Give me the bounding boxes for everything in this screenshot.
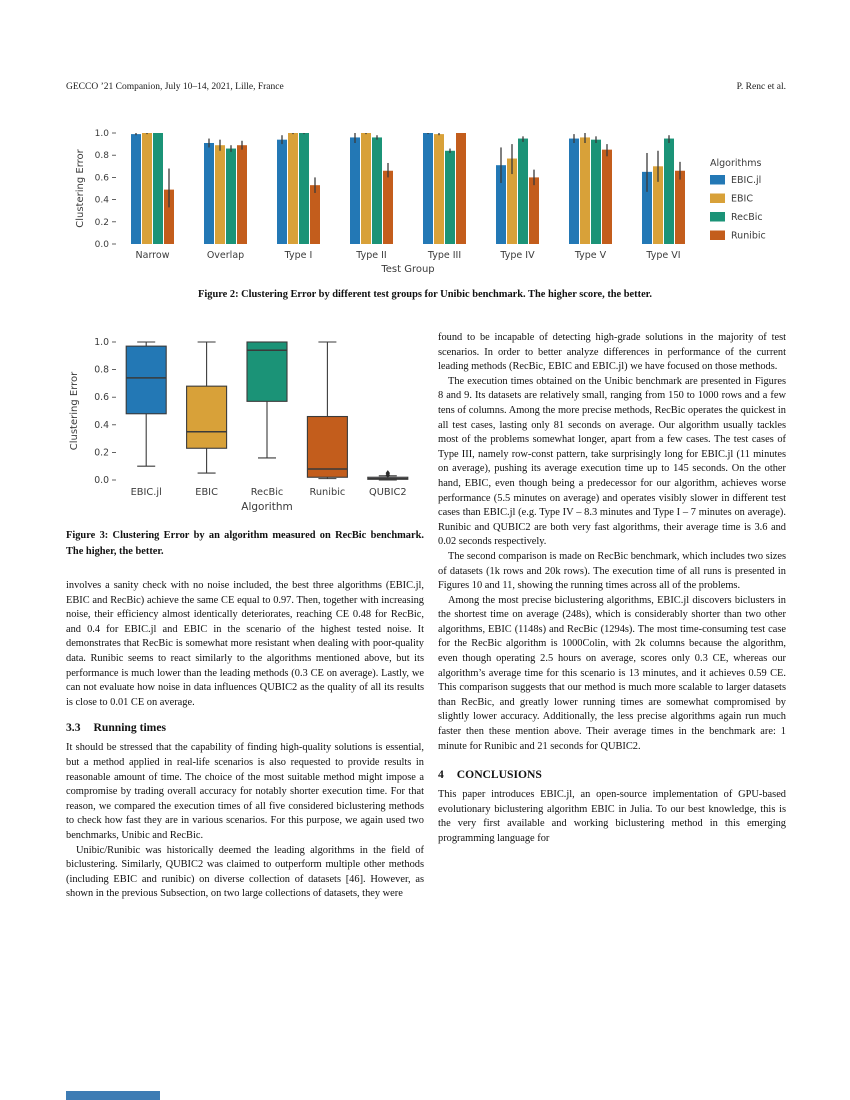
svg-text:RecBic: RecBic [251, 487, 284, 498]
svg-text:Algorithms: Algorithms [710, 158, 762, 169]
svg-text:Type I: Type I [284, 250, 313, 261]
page-bottom-blue-bar [66, 1091, 160, 1100]
svg-text:Runibic: Runibic [309, 487, 345, 498]
svg-text:Clustering Error: Clustering Error [75, 148, 86, 227]
paragraph: The second comparison is made on RecBic … [438, 550, 786, 592]
figure3-box-plot: 0.0 0.2 0.4 0.6 0.8 1.0 Clustering Error EBIC.j… [69, 337, 409, 513]
svg-text:0.4: 0.4 [94, 420, 109, 431]
section-title: Running times [93, 721, 166, 735]
svg-text:Type VI: Type VI [645, 250, 680, 261]
figure2-caption: Figure 2: Clustering Error by different … [198, 289, 652, 300]
section-number: 4 [438, 768, 444, 782]
svg-text:0.4: 0.4 [95, 196, 110, 206]
paragraph: involves a sanity check with no noise in… [66, 580, 424, 708]
svg-text:Test Group: Test Group [380, 264, 434, 275]
svg-text:1.0: 1.0 [95, 129, 110, 139]
svg-text:0.8: 0.8 [94, 365, 109, 376]
svg-text:0.8: 0.8 [95, 151, 110, 161]
paragraph: Unibic/Runibic was historically deemed t… [66, 844, 424, 900]
svg-text:QUBIC2: QUBIC2 [369, 487, 407, 498]
figure3-caption: Figure 3: Clustering Error by an algorit… [66, 530, 424, 557]
svg-text:Narrow: Narrow [136, 250, 170, 261]
svg-text:0.0: 0.0 [94, 475, 109, 486]
svg-text:EBIC.jl: EBIC.jl [131, 487, 162, 498]
section-heading-running-times: 3.3 Running times [66, 721, 424, 734]
svg-text:0.2: 0.2 [95, 218, 109, 228]
paragraph: It should be stressed that the capabilit… [66, 742, 424, 841]
paragraph: The execution times obtained on the Unib… [438, 375, 786, 548]
svg-text:Clustering Error: Clustering Error [69, 371, 80, 450]
section-number: 3.3 [66, 721, 81, 735]
paragraph: This paper introduces EBIC.jl, an open-s… [438, 789, 786, 844]
paragraph: Among the most precise biclustering algo… [438, 594, 786, 752]
svg-text:Type V: Type V [574, 250, 607, 261]
section-title: CONCLUSIONS [456, 768, 542, 782]
svg-text:EBIC: EBIC [731, 194, 753, 205]
svg-text:EBIC.jl: EBIC.jl [731, 175, 761, 186]
svg-text:Overlap: Overlap [207, 250, 244, 261]
paragraph: found to be incapable of detecting high-… [438, 332, 786, 373]
svg-text:Type II: Type II [355, 250, 386, 261]
right-column: found to be incapable of detecting high-… [438, 331, 786, 847]
svg-text:0.6: 0.6 [94, 392, 109, 403]
running-header-conference: GECCO ’21 Companion, July 10–14, 2021, L… [66, 82, 284, 92]
running-header-authors: P. Renc et al. [736, 82, 786, 92]
svg-text:Runibic: Runibic [731, 231, 766, 242]
section-heading-conclusions: 4 CONCLUSIONS [438, 768, 786, 781]
svg-text:EBIC: EBIC [195, 487, 218, 498]
svg-text:0.0: 0.0 [95, 240, 110, 250]
svg-text:0.2: 0.2 [94, 447, 109, 458]
svg-text:0.6: 0.6 [95, 173, 110, 183]
svg-text:Type III: Type III [427, 250, 461, 261]
svg-text:Type IV: Type IV [499, 250, 535, 261]
svg-text:Algorithm: Algorithm [241, 501, 292, 513]
figure2-bar-chart: 0.0 0.2 0.4 0.6 0.8 1.0 Clustering Error Narrow… [75, 129, 766, 275]
svg-text:RecBic: RecBic [731, 212, 763, 223]
left-column: 0.0 0.2 0.4 0.6 0.8 1.0 Clustering Error EBIC.j… [66, 328, 424, 902]
svg-text:1.0: 1.0 [94, 337, 109, 348]
